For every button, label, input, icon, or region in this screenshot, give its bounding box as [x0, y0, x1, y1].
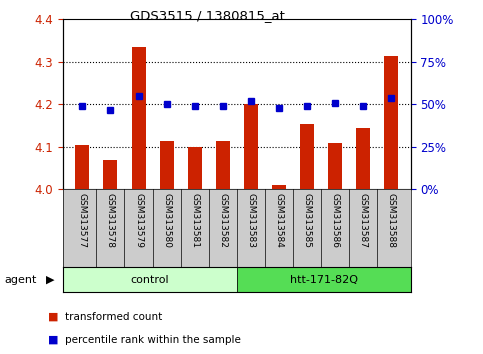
Bar: [159, 141, 173, 189]
Bar: [103, 160, 117, 189]
Text: ▶: ▶: [46, 275, 55, 285]
Text: GSM313578: GSM313578: [106, 193, 115, 248]
Bar: [356, 128, 370, 189]
Text: GSM313579: GSM313579: [134, 193, 143, 248]
Bar: [272, 185, 286, 189]
Text: GDS3515 / 1380815_at: GDS3515 / 1380815_at: [130, 9, 285, 22]
Bar: [237, 267, 411, 292]
Bar: [384, 56, 398, 189]
Text: htt-171-82Q: htt-171-82Q: [290, 275, 357, 285]
Text: transformed count: transformed count: [65, 312, 162, 322]
Text: ■: ■: [48, 312, 59, 322]
Bar: [63, 267, 237, 292]
Text: GSM313584: GSM313584: [274, 193, 283, 248]
Text: GSM313588: GSM313588: [386, 193, 396, 248]
Bar: [328, 143, 342, 189]
Text: GSM313577: GSM313577: [78, 193, 87, 248]
Text: ■: ■: [48, 335, 59, 345]
Text: control: control: [130, 275, 169, 285]
Bar: [75, 145, 89, 189]
Bar: [215, 141, 229, 189]
Bar: [187, 147, 201, 189]
Text: GSM313583: GSM313583: [246, 193, 255, 248]
Text: GSM313586: GSM313586: [330, 193, 340, 248]
Text: percentile rank within the sample: percentile rank within the sample: [65, 335, 241, 345]
Text: GSM313585: GSM313585: [302, 193, 311, 248]
Text: GSM313581: GSM313581: [190, 193, 199, 248]
Text: GSM313582: GSM313582: [218, 193, 227, 248]
Bar: [131, 47, 145, 189]
Text: GSM313587: GSM313587: [358, 193, 368, 248]
Bar: [244, 104, 258, 189]
Bar: [300, 124, 314, 189]
Text: GSM313580: GSM313580: [162, 193, 171, 248]
Text: agent: agent: [5, 275, 37, 285]
